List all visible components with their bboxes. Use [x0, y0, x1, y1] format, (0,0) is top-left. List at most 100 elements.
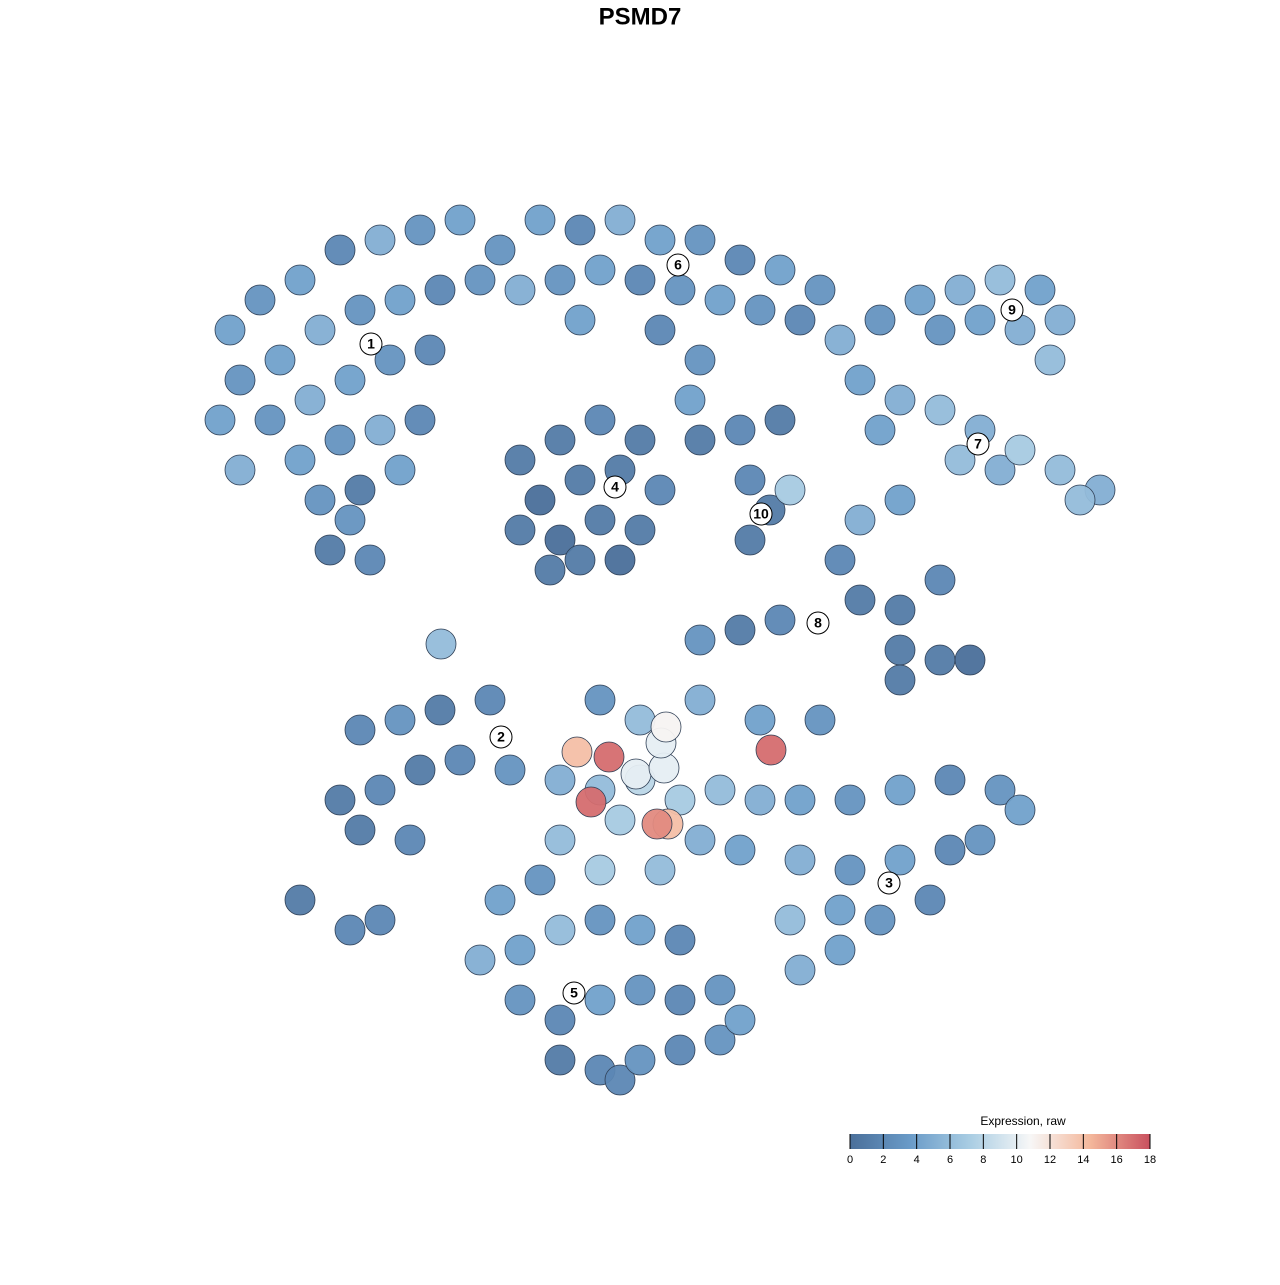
point [1064, 484, 1096, 516]
point [684, 424, 716, 456]
point [944, 444, 976, 476]
point [724, 834, 756, 866]
point [1004, 794, 1036, 826]
point [224, 364, 256, 396]
point [284, 264, 316, 296]
point [650, 711, 682, 743]
point [784, 784, 816, 816]
point [564, 544, 596, 576]
point [304, 484, 336, 516]
point [404, 404, 436, 436]
point [324, 784, 356, 816]
point [464, 264, 496, 296]
point [924, 564, 956, 596]
cluster-label-bg [562, 981, 586, 1005]
cluster-labels: 1 6 9 7 4 10 8 2 3 5 [359, 253, 1024, 1005]
point [644, 224, 676, 256]
cluster-label-bg [603, 475, 627, 499]
point [1004, 434, 1036, 466]
point [624, 264, 656, 296]
point [504, 444, 536, 476]
point [544, 824, 576, 856]
point [884, 484, 916, 516]
point [984, 454, 1016, 486]
point [984, 264, 1016, 296]
cluster-label-bg [359, 332, 383, 356]
cluster-label: 1 [367, 336, 375, 352]
point [684, 684, 716, 716]
point [575, 786, 607, 818]
point [284, 884, 316, 916]
point [464, 944, 496, 976]
point [504, 934, 536, 966]
point [764, 404, 796, 436]
point [934, 834, 966, 866]
point [284, 444, 316, 476]
point [504, 274, 536, 306]
point [704, 974, 736, 1006]
point [544, 914, 576, 946]
point [884, 594, 916, 626]
point [744, 704, 776, 736]
point [474, 684, 506, 716]
point [384, 454, 416, 486]
point [954, 644, 986, 676]
point [964, 824, 996, 856]
point [684, 624, 716, 656]
point [944, 274, 976, 306]
point [844, 584, 876, 616]
cluster-label-bg [966, 432, 990, 456]
point [844, 504, 876, 536]
point [524, 864, 556, 896]
point [904, 284, 936, 316]
point [1044, 304, 1076, 336]
point [844, 364, 876, 396]
cluster-label: 3 [885, 875, 893, 891]
point [764, 604, 796, 636]
point [584, 254, 616, 286]
point [641, 808, 673, 840]
point [314, 534, 346, 566]
point [334, 914, 366, 946]
point [564, 304, 596, 336]
point [774, 904, 806, 936]
point [344, 474, 376, 506]
colorbar-ticks: 0 2 4 6 8 10 12 14 16 18 [847, 1134, 1156, 1166]
point [864, 304, 896, 336]
chart-title: PSMD7 [599, 3, 682, 30]
point [964, 304, 996, 336]
point [684, 344, 716, 376]
point [764, 254, 796, 286]
point [824, 894, 856, 926]
point [704, 1024, 736, 1056]
point [584, 904, 616, 936]
colorbar-tick-label: 16 [1111, 1154, 1123, 1166]
point [620, 758, 652, 790]
point [864, 414, 896, 446]
cluster-label: 9 [1008, 302, 1016, 318]
point [664, 274, 696, 306]
point [734, 464, 766, 496]
point [864, 904, 896, 936]
point [584, 984, 616, 1016]
point [724, 614, 756, 646]
cluster-label-bg [877, 871, 901, 895]
cluster-label: 2 [497, 729, 505, 745]
point [404, 754, 436, 786]
point [624, 704, 656, 736]
point [593, 741, 625, 773]
point [724, 244, 756, 276]
point [684, 224, 716, 256]
point [934, 764, 966, 796]
point [1044, 454, 1076, 486]
cluster-label: 8 [814, 615, 822, 631]
point [884, 774, 916, 806]
point [494, 754, 526, 786]
point [561, 736, 593, 768]
point [254, 404, 286, 436]
point [664, 1034, 696, 1066]
point [344, 294, 376, 326]
point [804, 704, 836, 736]
point [604, 1064, 636, 1096]
